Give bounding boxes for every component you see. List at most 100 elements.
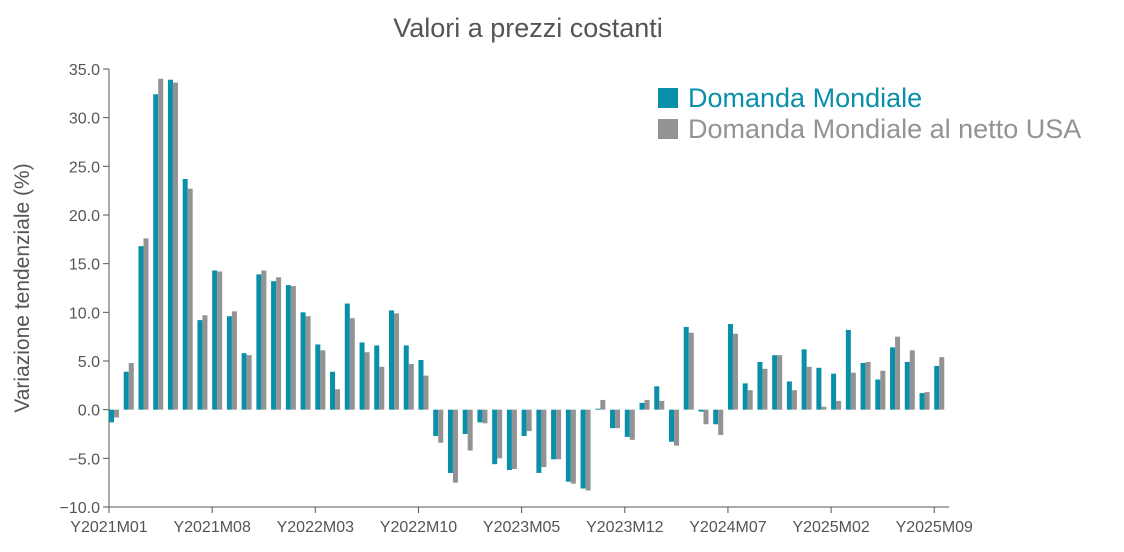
bar-series-0 [919,393,925,410]
bar-series-1 [231,311,237,410]
y-tick-label: 20.0 [69,208,100,225]
bars [109,78,945,491]
bar-series-0 [683,326,689,410]
bar-series-1 [438,409,444,443]
bar-series-1 [114,409,120,418]
y-axis-label: Variazione tendenziale (%) [11,163,34,412]
bar-series-1 [394,313,400,410]
bar-series-0 [285,285,291,410]
bar-series-1 [187,188,193,410]
bar-series-1 [158,78,164,410]
bar-series-0 [580,409,586,489]
bar-series-1 [556,409,562,460]
x-tick-label: Y2023M12 [586,519,663,536]
bar-series-0 [816,367,822,410]
bar-series-1 [482,409,488,424]
x-tick-label: Y2021M08 [173,519,250,536]
bar-series-0 [374,345,380,410]
bar-series-0 [624,409,630,437]
bar-series-1 [836,400,842,410]
bar-series-1 [688,332,694,410]
bar-series-0 [713,409,719,425]
x-tick-label: Y2025M09 [896,519,973,536]
bar-series-0 [462,409,468,434]
bar-series-1 [379,366,385,410]
legend-swatch-domanda-mondiale-netto-usa [658,119,678,139]
bar-series-0 [875,379,881,410]
x-tick-label: Y2022M03 [277,519,354,536]
bar-series-0 [772,355,778,410]
bar-series-1 [880,370,886,410]
legend-swatch-domanda-mondiale [658,88,678,108]
bar-series-0 [153,94,159,410]
bar-series-0 [801,349,807,410]
x-tick-label: Y2025M02 [792,519,869,536]
y-tick-label: 5.0 [78,354,100,371]
bar-series-1 [924,392,930,410]
bar-series-1 [408,363,414,410]
bar-series-0 [167,79,173,410]
bar-series-0 [256,274,262,410]
y-tick-label: 10.0 [69,305,100,322]
bar-series-1 [895,336,901,410]
bar-series-0 [109,409,115,423]
bar-series-0 [212,270,218,410]
bar-series-0 [757,361,763,410]
y-tick-label: 0.0 [78,403,100,420]
bar-series-1 [423,375,429,410]
bar-series-0 [389,310,395,410]
bar-series-1 [511,409,517,470]
bar-series-1 [732,333,738,410]
bar-series-0 [934,365,940,410]
legend: Domanda Mondiale Domanda Mondiale al net… [658,83,1081,144]
bar-series-0 [271,281,277,410]
bar-series-0 [447,409,453,473]
bar-series-1 [806,366,812,410]
bar-series-1 [261,270,267,410]
bar-series-1 [644,399,650,410]
bar-series-1 [290,286,296,410]
bar-series-0 [197,320,203,410]
bar-series-0 [654,386,660,410]
bar-series-1 [703,409,709,425]
x-tick-label: Y2023M05 [483,519,560,536]
bar-series-0 [359,342,365,410]
bar-series-0 [330,371,336,410]
x-tick-label: Y2024M07 [689,519,766,536]
bar-series-1 [246,355,252,410]
y-tick-label: 25.0 [69,159,100,176]
bar-series-0 [669,409,675,442]
bar-series-1 [349,318,355,410]
bar-series-0 [698,409,704,412]
bar-series-0 [477,409,483,423]
bar-series-0 [610,409,616,429]
bar-series-0 [845,329,851,410]
bar-series-0 [595,408,601,410]
bar-series-1 [821,406,827,410]
bar-series-1 [674,409,680,446]
y-tick-label: 30.0 [69,111,100,128]
bar-series-1 [939,357,945,410]
bar-series-1 [747,390,753,410]
bar-series-1 [143,238,149,410]
bar-series-1 [276,277,282,410]
bar-series-1 [305,316,311,410]
bar-series-0 [890,347,896,410]
bar-series-0 [831,373,837,410]
bar-series-1 [202,315,208,410]
bar-series-0 [506,409,512,471]
y-tick-label: −5.0 [68,451,100,468]
bar-series-1 [762,368,768,410]
bar-series-0 [226,316,232,410]
bar-series-1 [526,409,532,432]
bar-series-1 [850,372,856,410]
y-tick-label: 35.0 [69,62,100,79]
bar-series-1 [570,409,576,484]
legend-label-domanda-mondiale: Domanda Mondiale [688,83,922,113]
y-tick-label: −10.0 [60,500,101,517]
bar-series-1 [777,355,783,410]
bar-series-0 [315,344,321,410]
bar-series-1 [541,409,547,468]
legend-label-domanda-mondiale-netto-usa: Domanda Mondiale al netto USA [688,114,1081,144]
